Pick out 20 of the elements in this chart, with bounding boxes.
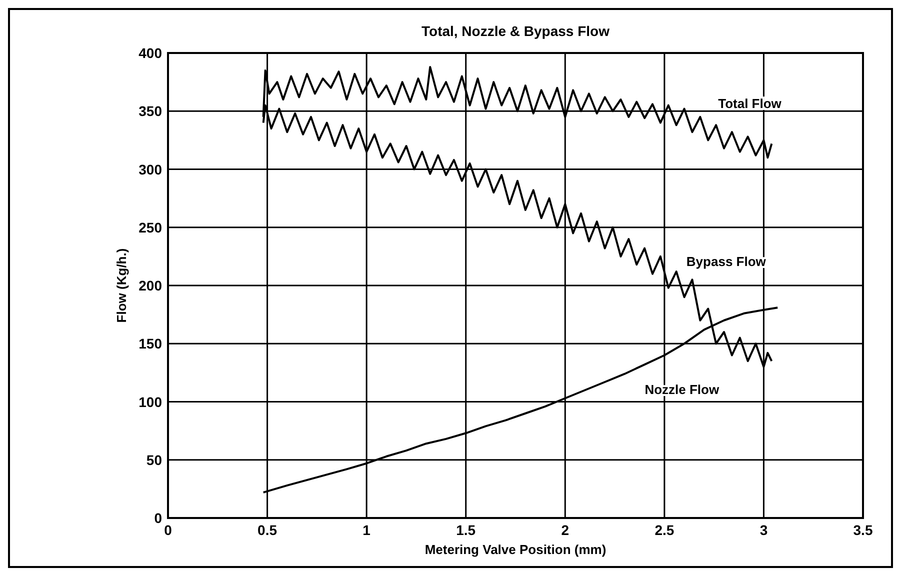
y-tick-label: 250 xyxy=(138,219,162,236)
y-tick-label: 50 xyxy=(146,452,162,468)
y-tick-label: 100 xyxy=(138,394,162,410)
x-tick-label: 1 xyxy=(362,522,371,538)
x-tick-label: 0 xyxy=(164,522,172,538)
x-tick-label: 2.5 xyxy=(654,522,674,538)
y-tick-label: 200 xyxy=(138,278,162,294)
x-tick-label: 3.5 xyxy=(853,522,873,538)
y-tick-label: 400 xyxy=(138,45,162,61)
x-tick-label: 0.5 xyxy=(258,522,278,538)
y-tick-label: 300 xyxy=(138,161,162,178)
x-tick-label: 1.5 xyxy=(456,522,476,538)
y-axis-title: Flow (Kg/h.) xyxy=(114,248,129,323)
y-tick-label: 150 xyxy=(138,336,162,352)
x-tick-label: 2 xyxy=(561,522,570,538)
y-tick-label: 0 xyxy=(154,510,162,526)
x-tick-label: 3 xyxy=(760,522,768,538)
x-axis-title: Metering Valve Position (mm) xyxy=(424,542,606,557)
y-tick-label: 350 xyxy=(138,103,162,120)
chart-title: Total, Nozzle & Bypass Flow xyxy=(422,23,610,39)
